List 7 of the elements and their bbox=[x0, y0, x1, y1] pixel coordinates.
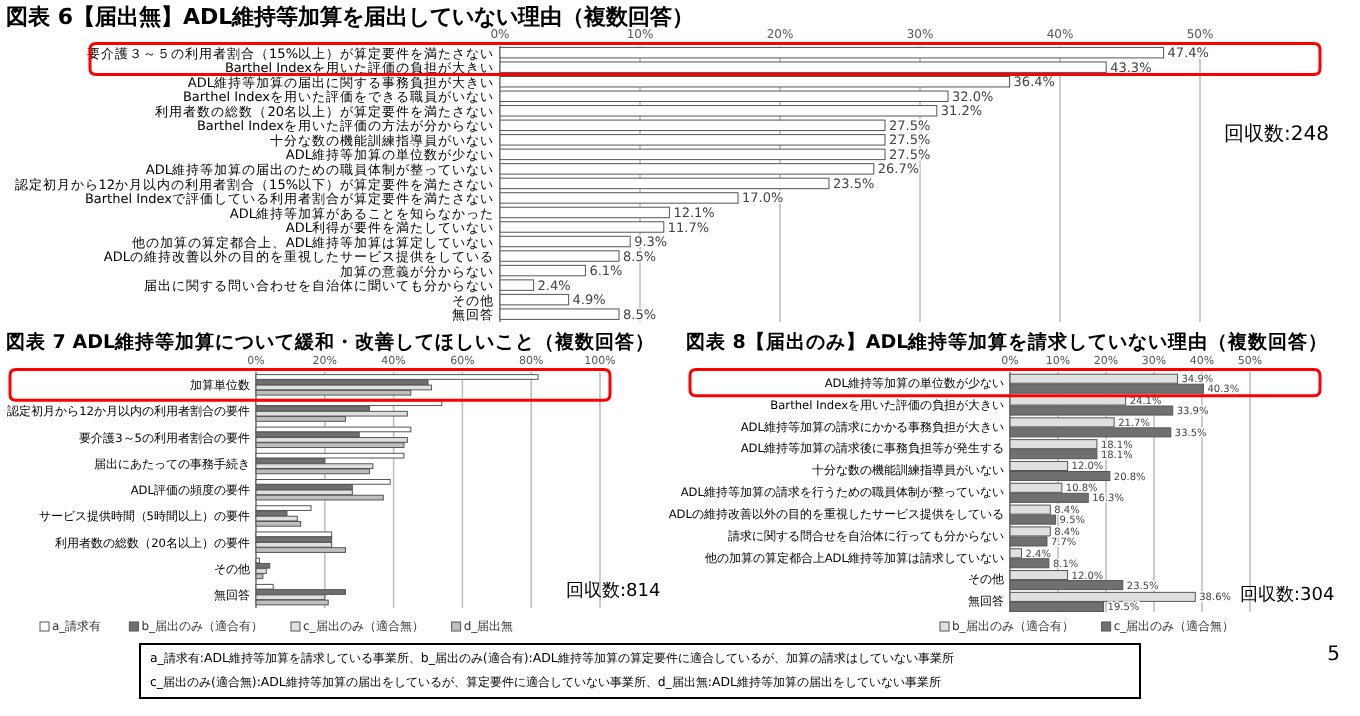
annotation: 回収数:814 bbox=[566, 580, 661, 602]
chart-title: 図表 7 ADL維持等加算について緩和・改善してほしいこと（複数回答） bbox=[6, 330, 656, 354]
annotation: 回収数:304 bbox=[1240, 584, 1335, 606]
text: 5 bbox=[1327, 644, 1340, 666]
text: 回収数:248 bbox=[1224, 122, 1329, 146]
chart-title: 図表 8【届出のみ】ADL維持等加算を請求していない理由（複数回答） bbox=[686, 330, 1329, 354]
chart-title: 図表 6【届出無】ADL維持等加算を届出していない理由（複数回答） bbox=[6, 4, 695, 30]
